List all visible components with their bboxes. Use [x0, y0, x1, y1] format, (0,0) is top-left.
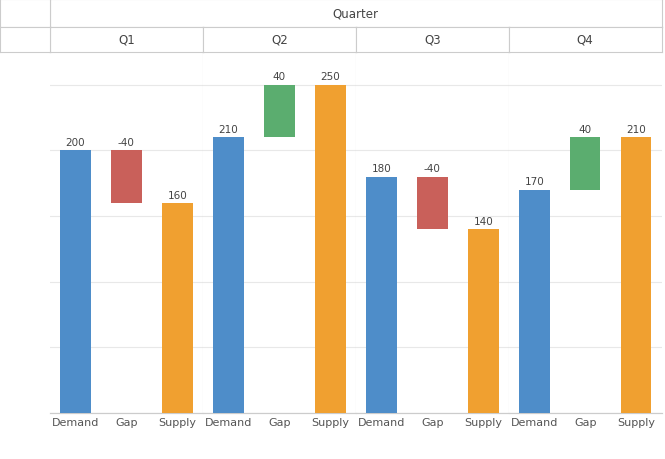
Bar [366, 177, 396, 413]
Bar [111, 151, 142, 203]
Text: 40: 40 [579, 125, 592, 134]
Bar [621, 138, 652, 413]
Bar [468, 230, 499, 413]
Text: Q4: Q4 [577, 34, 594, 47]
Bar [264, 85, 295, 138]
Bar [570, 138, 600, 190]
Bar [519, 190, 549, 413]
Text: 180: 180 [371, 164, 391, 174]
Text: Q3: Q3 [424, 34, 441, 47]
Text: 250: 250 [321, 72, 340, 82]
Text: 160: 160 [168, 190, 188, 200]
Text: Quarter: Quarter [332, 7, 379, 20]
Text: Q1: Q1 [118, 34, 135, 47]
Text: 40: 40 [273, 72, 286, 82]
Text: -40: -40 [118, 138, 135, 148]
Text: 200: 200 [66, 138, 85, 148]
Text: 140: 140 [473, 216, 493, 226]
Text: Q2: Q2 [271, 34, 288, 47]
Bar [213, 138, 243, 413]
Bar [60, 151, 90, 413]
Text: -40: -40 [424, 164, 441, 174]
Text: 210: 210 [218, 125, 238, 134]
Text: 210: 210 [626, 125, 646, 134]
Bar [162, 203, 193, 413]
Text: 170: 170 [524, 177, 544, 187]
Bar [417, 177, 448, 230]
Bar [315, 85, 346, 413]
